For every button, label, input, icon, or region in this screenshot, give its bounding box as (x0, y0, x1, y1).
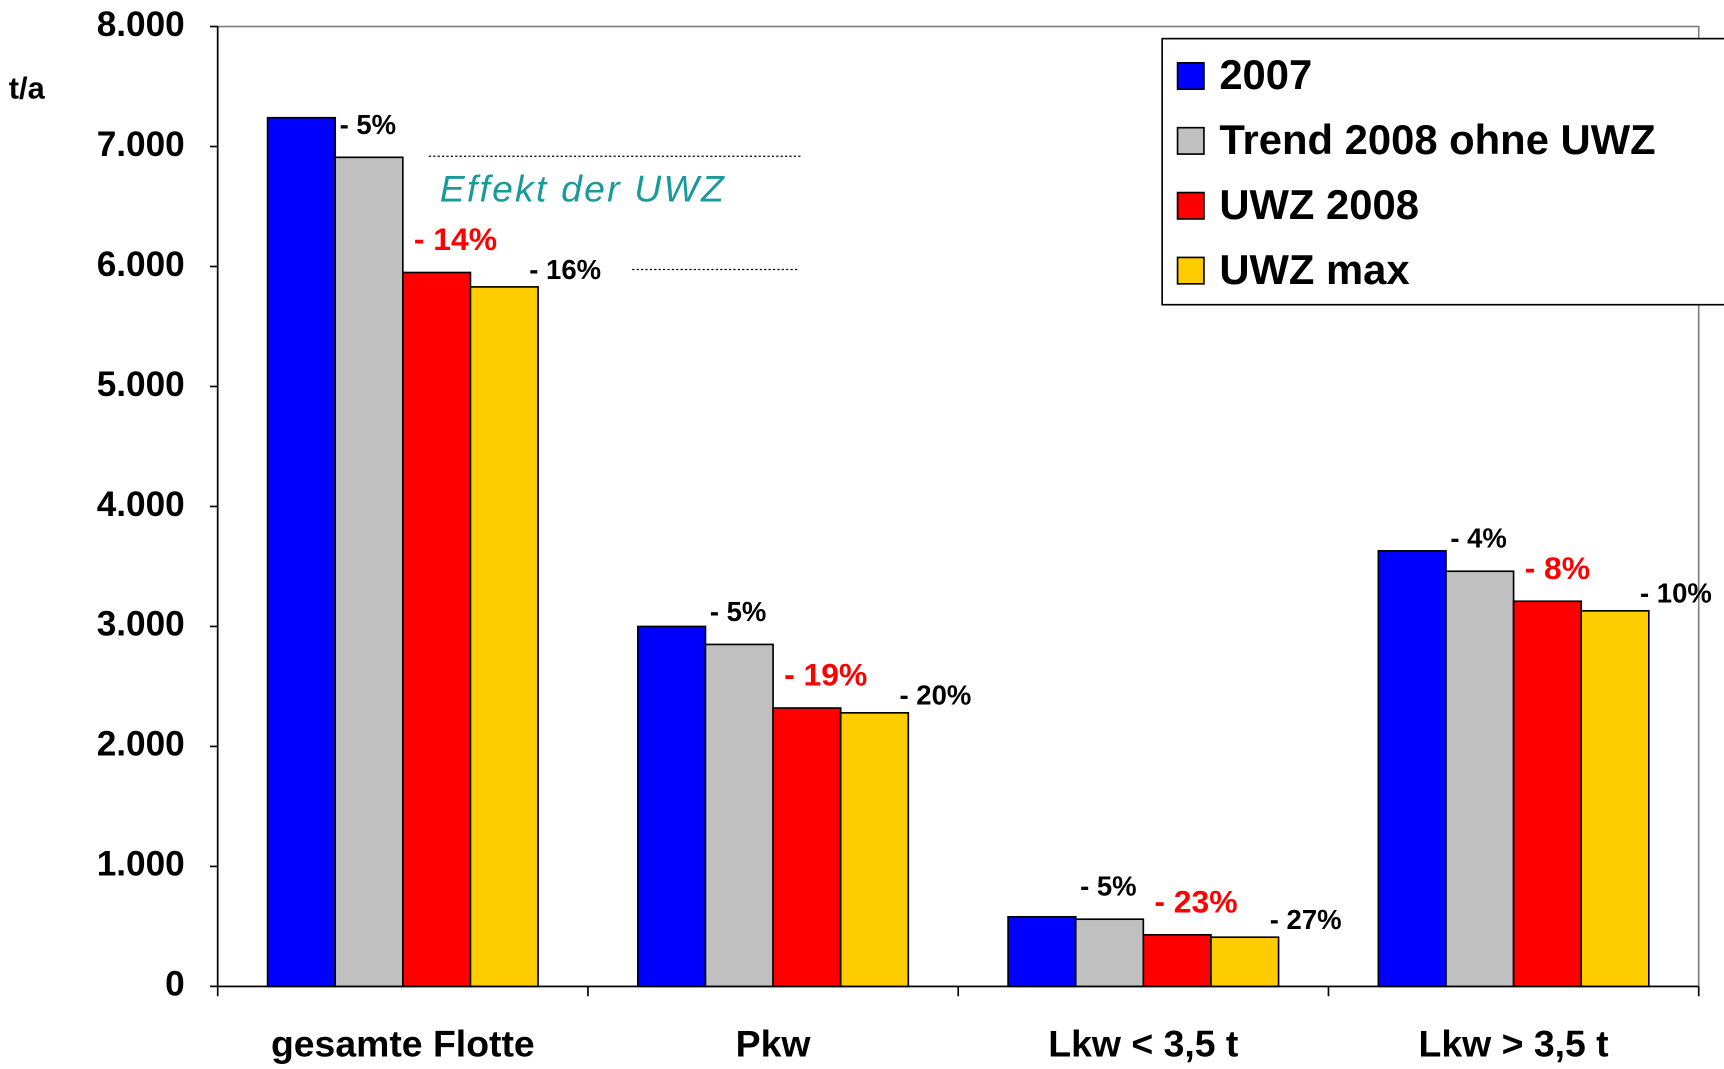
bar (1445, 570, 1515, 988)
bar (704, 643, 774, 988)
y-tick-label: 4.000 (97, 485, 185, 524)
y-tick-label: 6.000 (97, 245, 185, 284)
y-tick-label: 5.000 (97, 365, 185, 404)
bar (334, 156, 404, 988)
annotation: Effekt der UWZ (440, 167, 726, 209)
data-label: - 5% (340, 109, 396, 140)
legend-swatch (1176, 256, 1205, 285)
bar (1580, 610, 1650, 988)
bar (1377, 550, 1447, 988)
bar (266, 116, 337, 988)
legend-box (1161, 37, 1724, 306)
y-tick-label: 0 (165, 965, 185, 1004)
data-label: - 16% (529, 254, 601, 285)
bar (1007, 915, 1077, 988)
data-label: - 5% (710, 596, 766, 627)
y-tick-label: 7.000 (97, 125, 185, 164)
bar (839, 712, 910, 988)
bar (469, 286, 539, 988)
legend-label: Trend 2008 ohne UWZ (1219, 116, 1655, 163)
bar (1210, 936, 1280, 988)
data-label: - 5% (1080, 871, 1136, 902)
data-label: - 23% (1154, 883, 1237, 919)
legend-swatch (1176, 61, 1205, 91)
bar (1512, 600, 1583, 988)
data-label: - 10% (1640, 578, 1712, 609)
data-label: - 27% (1270, 904, 1342, 935)
y-axis-label: t/a (9, 70, 46, 105)
y-tick-label: 3.000 (97, 605, 185, 644)
x-tick-label: gesamte Flotte (271, 1023, 535, 1065)
legend-label: 2007 (1219, 51, 1312, 98)
data-label: - 19% (784, 657, 867, 693)
data-label: - 20% (900, 680, 972, 711)
y-tick-label: 1.000 (97, 845, 185, 884)
legend-label: UWZ 2008 (1219, 181, 1419, 228)
bar (1142, 933, 1212, 988)
bar (1074, 918, 1145, 988)
y-tick-label: 2.000 (97, 725, 185, 764)
x-tick-label: Lkw > 3,5 t (1419, 1023, 1609, 1065)
legend-label: UWZ max (1219, 246, 1409, 293)
legend-swatch (1176, 126, 1205, 155)
x-tick-label: Pkw (736, 1023, 812, 1065)
legend-swatch (1176, 191, 1205, 220)
data-label: - 4% (1450, 523, 1506, 554)
data-label: - 8% (1525, 550, 1591, 586)
bar (402, 271, 472, 988)
y-tick-label: 8.000 (97, 5, 185, 44)
bar (772, 707, 842, 988)
bar (637, 625, 707, 988)
x-tick-label: Lkw < 3,5 t (1048, 1023, 1238, 1065)
data-label: - 14% (414, 221, 497, 257)
